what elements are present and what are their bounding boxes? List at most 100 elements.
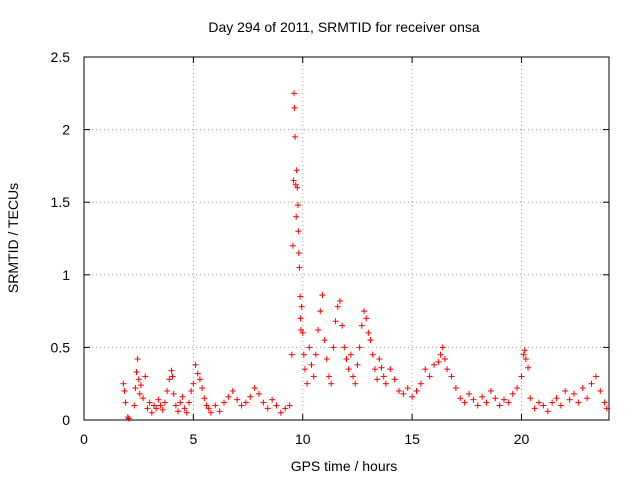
data-point xyxy=(295,250,302,257)
data-point xyxy=(354,361,361,368)
data-point xyxy=(282,405,289,412)
data-point xyxy=(298,303,305,310)
data-point xyxy=(544,408,551,415)
data-point xyxy=(597,387,604,394)
data-point xyxy=(264,405,271,412)
data-point xyxy=(122,399,129,406)
data-point xyxy=(134,356,141,363)
y-tick-label: 0.5 xyxy=(51,339,71,355)
data-point xyxy=(297,293,304,300)
grid-lines xyxy=(84,57,609,420)
data-point xyxy=(286,402,293,409)
data-point xyxy=(474,402,481,409)
data-point xyxy=(536,399,542,406)
data-point xyxy=(164,387,171,394)
data-point xyxy=(334,303,341,310)
plot-frame xyxy=(83,56,610,421)
data-point xyxy=(121,387,128,394)
data-point xyxy=(317,308,324,315)
data-point xyxy=(404,385,411,392)
data-point xyxy=(295,228,302,235)
data-point xyxy=(514,385,521,392)
data-point xyxy=(234,396,241,403)
data-point xyxy=(291,90,297,97)
data-point xyxy=(505,399,512,406)
data-point xyxy=(525,364,532,371)
data-point xyxy=(553,395,560,402)
data-point xyxy=(336,297,343,304)
data-point xyxy=(492,395,499,402)
data-point xyxy=(350,373,357,380)
data-point xyxy=(289,242,296,249)
data-point xyxy=(177,399,184,406)
data-point xyxy=(461,399,468,406)
data-point xyxy=(466,390,472,397)
data-point xyxy=(293,213,300,220)
data-point xyxy=(448,373,455,380)
data-point xyxy=(124,414,131,421)
data-point xyxy=(294,184,301,191)
data-point xyxy=(417,380,424,387)
data-point xyxy=(483,399,490,406)
data-point xyxy=(566,396,573,403)
data-point xyxy=(330,344,337,351)
data-point xyxy=(247,393,254,400)
data-point xyxy=(369,351,376,358)
data-point xyxy=(292,133,299,140)
data-point xyxy=(273,402,280,409)
data-point xyxy=(137,382,144,389)
data-point xyxy=(296,264,303,271)
data-point xyxy=(201,395,208,402)
data-point xyxy=(120,380,127,387)
data-point xyxy=(133,369,140,376)
data-point xyxy=(588,380,595,387)
data-point xyxy=(518,373,525,380)
data-point xyxy=(441,356,448,363)
data-point xyxy=(277,409,284,416)
data-point xyxy=(540,402,547,409)
data-point xyxy=(347,351,354,358)
data-point xyxy=(557,402,564,409)
data-point xyxy=(312,351,319,358)
data-point xyxy=(196,376,203,383)
data-point xyxy=(356,344,363,351)
x-tick-label: 10 xyxy=(295,431,311,447)
data-point xyxy=(293,167,300,174)
data-point xyxy=(435,358,442,365)
data-point xyxy=(409,393,416,400)
data-point xyxy=(299,329,306,336)
data-point xyxy=(188,387,195,394)
y-tick-label: 1 xyxy=(62,267,70,283)
data-point xyxy=(391,376,398,383)
data-point xyxy=(487,387,494,394)
data-point xyxy=(363,315,370,322)
data-point xyxy=(144,405,151,412)
data-point xyxy=(306,344,313,351)
data-point xyxy=(431,361,437,368)
y-tick-label: 1.5 xyxy=(51,194,71,210)
data-point xyxy=(132,385,139,392)
data-point xyxy=(131,402,138,409)
data-point xyxy=(181,405,188,412)
data-point xyxy=(269,396,276,403)
y-tick-label: 2.5 xyxy=(51,49,71,65)
data-point xyxy=(205,405,212,412)
x-tick-label: 5 xyxy=(189,431,197,447)
data-point xyxy=(387,366,394,373)
data-point xyxy=(175,408,182,415)
y-tick-label: 2 xyxy=(62,122,70,138)
data-point xyxy=(319,292,326,299)
data-point xyxy=(521,347,528,354)
data-point xyxy=(592,373,599,380)
data-point xyxy=(135,376,142,383)
y-axis-label: SRMTID / TECUs xyxy=(5,183,21,293)
data-point xyxy=(146,399,153,406)
data-point xyxy=(294,202,301,209)
data-point xyxy=(575,399,582,406)
data-point xyxy=(358,322,365,329)
data-point xyxy=(168,367,175,374)
data-point xyxy=(326,373,332,380)
data-point xyxy=(192,361,199,368)
data-point xyxy=(183,409,190,416)
data-point xyxy=(352,380,359,387)
